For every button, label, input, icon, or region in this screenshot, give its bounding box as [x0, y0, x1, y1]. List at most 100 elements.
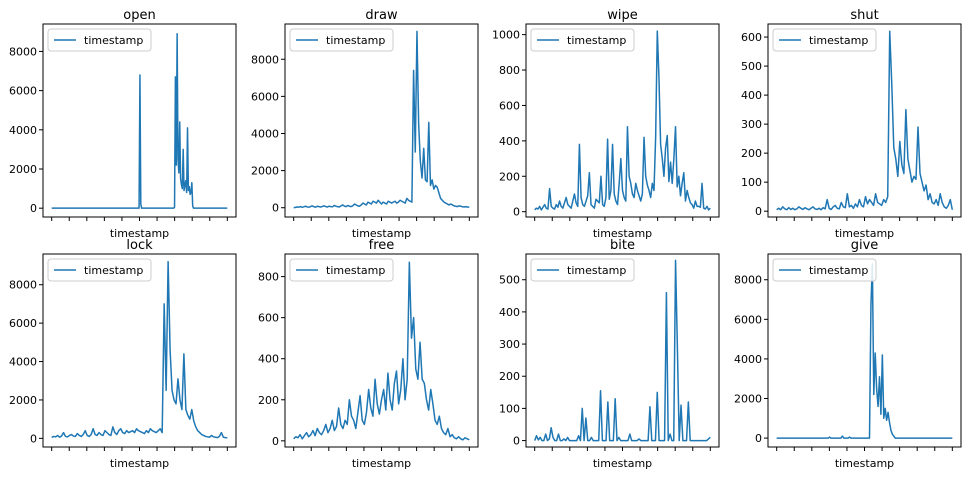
subplot-title: open	[123, 8, 155, 23]
legend-label: timestamp	[809, 34, 868, 47]
legend-box	[530, 28, 635, 52]
legend: timestamp	[289, 28, 394, 52]
series-line-timestamp	[533, 259, 711, 442]
axes-frame	[767, 253, 962, 448]
x-axis-label: timestamp	[352, 227, 411, 240]
x-axis-label: timestamp	[593, 457, 652, 470]
legend-box	[289, 28, 394, 52]
legend-label: timestamp	[809, 264, 868, 277]
legend-label: timestamp	[84, 264, 143, 277]
y-tick-label: 4000	[734, 353, 762, 366]
subplot-title: free	[369, 238, 395, 253]
series-line-timestamp	[51, 260, 228, 439]
legend: timestamp	[47, 28, 152, 52]
y-tick-label: 0	[755, 205, 762, 218]
legend-box	[289, 258, 394, 282]
subplot-title: bite	[610, 238, 635, 253]
axes-frame	[284, 23, 479, 218]
y-tick-label: 600	[499, 99, 520, 112]
axes-frame	[525, 23, 720, 218]
y-tick-label: 600	[741, 31, 762, 44]
y-tick-label: 0	[513, 435, 520, 448]
y-tick-label: 2000	[9, 394, 37, 407]
y-tick-label: 0	[272, 202, 279, 215]
x-axis-label: timestamp	[593, 227, 652, 240]
subplot-title: lock	[126, 238, 153, 253]
y-tick-label: 4000	[9, 356, 37, 369]
subplot-title: wipe	[607, 8, 638, 23]
y-tick-label: 200	[258, 394, 279, 407]
y-tick-label: 2000	[9, 163, 37, 176]
legend: timestamp	[289, 258, 394, 282]
legend-box	[47, 28, 152, 52]
subplot-shut: shut 0 100 200 300 400 500 600 timestamp timestam…	[741, 8, 962, 240]
y-tick-label: 300	[499, 338, 520, 351]
y-tick-label: 6000	[9, 85, 37, 98]
series-line-timestamp	[776, 30, 954, 211]
legend: timestamp	[47, 258, 152, 282]
subplot-open: open 0 2000 4000 6000 8000 timestamp timestamp	[9, 8, 237, 240]
y-tick-label: 600	[258, 312, 279, 325]
y-tick-label: 6000	[251, 90, 279, 103]
x-axis-label: timestamp	[835, 457, 894, 470]
y-tick-label: 1000	[492, 29, 520, 42]
x-axis-label: timestamp	[110, 457, 169, 470]
legend-label: timestamp	[326, 264, 385, 277]
subplot-draw: draw 0 2000 4000 6000 8000 timestamp timestamp	[251, 8, 479, 240]
y-tick-label: 400	[499, 135, 520, 148]
y-tick-label: 200	[499, 370, 520, 383]
legend: timestamp	[530, 258, 635, 282]
y-tick-label: 2000	[251, 165, 279, 178]
axes-frame	[525, 253, 720, 448]
series-line-timestamp	[293, 261, 470, 441]
legend-box	[772, 258, 877, 282]
y-tick-label: 800	[499, 64, 520, 77]
y-tick-label: 300	[741, 118, 762, 131]
subplot-title: draw	[365, 8, 398, 23]
series-line-timestamp	[293, 30, 470, 209]
legend-label: timestamp	[567, 34, 626, 47]
y-tick-label: 800	[258, 271, 279, 284]
subplot-title: give	[851, 238, 879, 253]
subplot-free: free 0 200 400 600 800 timestamp timestamp	[258, 238, 479, 470]
legend-box	[772, 28, 877, 52]
y-tick-label: 500	[499, 274, 520, 287]
y-tick-label: 400	[499, 306, 520, 319]
y-tick-label: 200	[741, 147, 762, 160]
legend: timestamp	[772, 258, 877, 282]
legend: timestamp	[772, 28, 877, 52]
subplot-bite: bite 0 100 200 300 400 500 timestamp timestamp	[499, 238, 720, 470]
series-line-timestamp	[51, 33, 228, 209]
y-tick-label: 0	[755, 432, 762, 445]
axes-frame	[767, 23, 962, 218]
y-tick-label: 0	[513, 206, 520, 219]
y-tick-label: 200	[499, 170, 520, 183]
y-tick-label: 2000	[734, 393, 762, 406]
legend-label: timestamp	[326, 34, 385, 47]
y-tick-label: 4000	[251, 127, 279, 140]
axes-frame	[284, 253, 479, 448]
y-tick-label: 8000	[9, 279, 37, 292]
legend: timestamp	[530, 28, 635, 52]
y-tick-label: 100	[741, 176, 762, 189]
axes-frame	[42, 23, 237, 218]
subplot-give: give 0 2000 4000 6000 8000 timestamp timestamp	[734, 238, 962, 470]
y-tick-label: 6000	[734, 313, 762, 326]
y-tick-label: 8000	[9, 45, 37, 58]
x-axis-label: timestamp	[352, 457, 411, 470]
legend-box	[47, 258, 152, 282]
legend-label: timestamp	[84, 34, 143, 47]
subplot-title: shut	[850, 8, 878, 23]
y-tick-label: 4000	[9, 124, 37, 137]
y-tick-label: 400	[741, 89, 762, 102]
y-tick-label: 8000	[251, 53, 279, 66]
x-axis-label: timestamp	[835, 227, 894, 240]
y-tick-label: 8000	[734, 274, 762, 287]
series-line-timestamp	[776, 263, 953, 439]
y-tick-label: 6000	[9, 317, 37, 330]
y-tick-label: 0	[30, 432, 37, 445]
legend-label: timestamp	[567, 264, 626, 277]
y-tick-label: 100	[499, 402, 520, 415]
subplot-wipe: wipe 0 200 400 600 800 1000 timestamp timestamp	[492, 8, 720, 240]
